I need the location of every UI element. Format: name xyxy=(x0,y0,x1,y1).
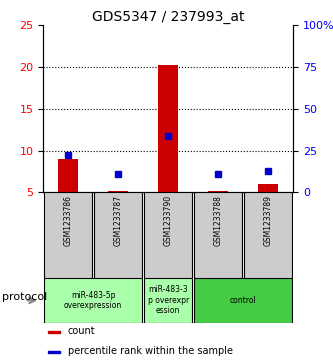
Bar xyxy=(44,278,142,323)
Bar xyxy=(58,159,78,192)
Text: percentile rank within the sample: percentile rank within the sample xyxy=(68,346,233,356)
Bar xyxy=(144,192,192,278)
Text: GSM1233788: GSM1233788 xyxy=(213,195,223,246)
Bar xyxy=(244,192,292,278)
Bar xyxy=(48,351,60,352)
Bar xyxy=(44,192,92,278)
Bar xyxy=(108,191,128,192)
Text: GSM1233786: GSM1233786 xyxy=(64,195,73,246)
Text: control: control xyxy=(230,296,256,305)
Bar xyxy=(258,184,278,192)
Bar xyxy=(194,192,242,278)
Text: count: count xyxy=(68,326,95,336)
Text: miR-483-3
p overexpr
ession: miR-483-3 p overexpr ession xyxy=(148,285,189,315)
Text: miR-483-5p
overexpression: miR-483-5p overexpression xyxy=(64,291,122,310)
Bar xyxy=(158,65,178,192)
Title: GDS5347 / 237993_at: GDS5347 / 237993_at xyxy=(92,11,244,24)
Bar xyxy=(208,191,228,192)
Text: GSM1233790: GSM1233790 xyxy=(164,195,173,246)
Bar xyxy=(48,331,60,333)
Text: GSM1233789: GSM1233789 xyxy=(263,195,273,246)
Text: protocol: protocol xyxy=(2,292,47,302)
Bar xyxy=(194,278,292,323)
Text: GSM1233787: GSM1233787 xyxy=(114,195,123,246)
Bar xyxy=(94,192,142,278)
Bar xyxy=(144,278,192,323)
